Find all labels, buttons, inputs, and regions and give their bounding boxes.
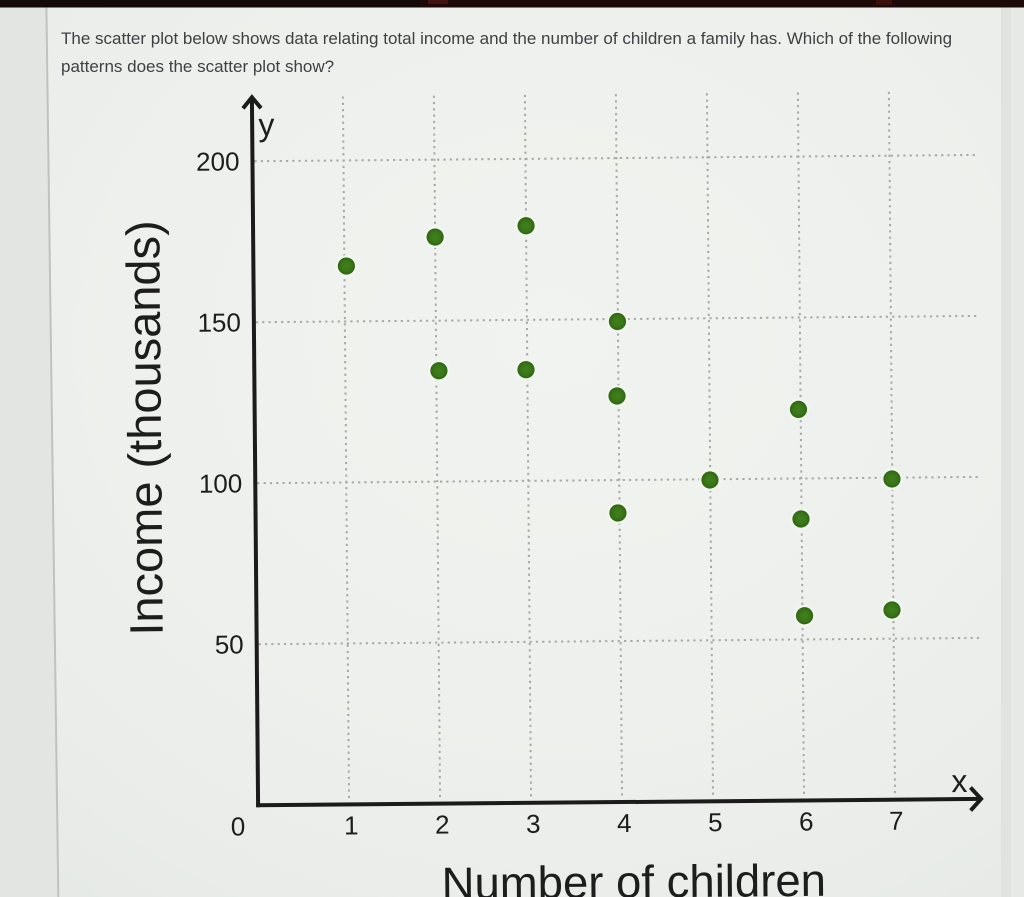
- svg-text:50: 50: [215, 629, 244, 659]
- svg-text:4: 4: [617, 808, 632, 838]
- svg-text:The scatter plot below shows d: The scatter plot below shows data relati…: [61, 29, 952, 48]
- svg-text:3: 3: [526, 809, 541, 839]
- svg-text:2: 2: [435, 810, 450, 840]
- svg-text:150: 150: [197, 307, 241, 337]
- svg-text:6: 6: [799, 806, 814, 836]
- svg-text:y: y: [258, 107, 274, 143]
- svg-text:7: 7: [889, 806, 904, 836]
- svg-text:5: 5: [708, 807, 723, 837]
- svg-text:0: 0: [231, 811, 246, 841]
- svg-text:x: x: [951, 763, 967, 799]
- svg-text:Income (thousands): Income (thousands): [116, 220, 173, 636]
- svg-text:1: 1: [344, 810, 359, 840]
- svg-text:patterns does the scatter plot: patterns does the scatter plot show?: [61, 57, 334, 76]
- svg-text:200: 200: [196, 146, 240, 176]
- svg-text:100: 100: [199, 468, 243, 498]
- svg-text:Number of children: Number of children: [441, 855, 826, 897]
